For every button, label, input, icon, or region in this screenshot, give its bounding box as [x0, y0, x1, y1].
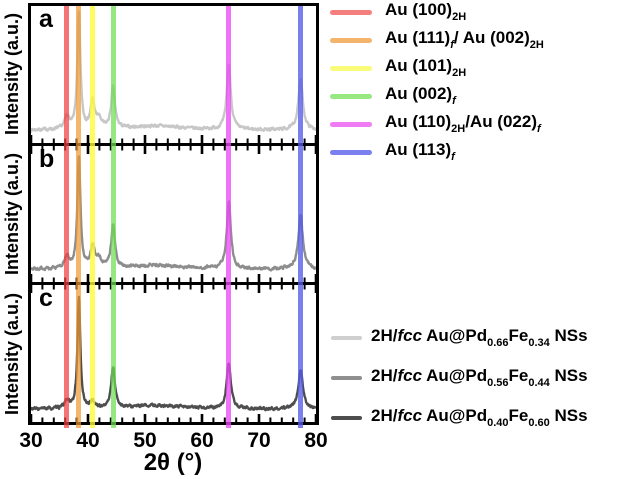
plot-area: a b c: [28, 3, 319, 428]
phase-legend-entry: Au (101)2H: [330, 54, 544, 82]
legend-label: 2H/fcc Au@Pd0.40Fe0.60 NSs: [371, 406, 588, 429]
x-tick-label-40: 40: [76, 429, 100, 452]
phase-legend-entry: Au (113)f: [330, 138, 544, 166]
sample-legend: 2H/fcc Au@Pd0.66Fe0.34 NSs 2H/fcc Au@Pd0.…: [331, 318, 588, 438]
sample-legend-entry: 2H/fcc Au@Pd0.56Fe0.44 NSs: [331, 358, 588, 398]
panel-a-letter: a: [39, 5, 53, 33]
legend-label: Au (110)2H/Au (022)f: [385, 112, 541, 135]
xrd-pattern-line: [31, 155, 316, 272]
panel-b-letter: b: [39, 145, 55, 173]
axis-ticks: [31, 135, 316, 143]
xrd-pattern-line: [31, 295, 316, 412]
x-tick-label-30: 30: [19, 429, 43, 452]
legend-color-swatch: [330, 37, 372, 43]
x-tick-label-50: 50: [133, 429, 157, 452]
reference-band-77.3: [298, 6, 304, 428]
phase-legend-entry: Au (111)f/ Au (002)2H: [330, 26, 544, 54]
legend-label: Au (113)f: [385, 140, 455, 163]
reference-band-64.7: [226, 6, 232, 428]
panel-a: a: [31, 6, 316, 143]
y-axis-label-panel-c: Intensity (a.u.): [2, 293, 22, 416]
sample-legend-entry: 2H/fcc Au@Pd0.40Fe0.60 NSs: [331, 398, 588, 438]
legend-color-swatch: [330, 9, 372, 15]
reference-band-38.4: [76, 6, 82, 428]
panel-c: c: [31, 285, 316, 422]
reference-band-40.8: [90, 6, 96, 428]
legend-color-swatch: [331, 376, 362, 380]
phase-legend-entry: Au (110)2H/Au (022)f: [330, 110, 544, 138]
xrd-trace-panel-a: [31, 10, 316, 143]
panel-c-letter: c: [39, 284, 53, 312]
x-tick-label-80: 80: [304, 429, 328, 452]
y-axis-label-panel-b: Intensity (a.u.): [2, 153, 22, 276]
legend-label: Au (101)2H: [385, 56, 467, 79]
phase-legend: Au (100)2H Au (111)f/ Au (002)2H Au (101)2…: [330, 0, 544, 166]
legend-color-swatch: [330, 93, 372, 99]
sample-legend-entry: 2H/fcc Au@Pd0.66Fe0.34 NSs: [331, 318, 588, 358]
legend-label: Au (111)f/ Au (002)2H: [385, 28, 544, 51]
x-tick-label-60: 60: [190, 429, 214, 452]
x-axis-label: 2θ (°): [143, 449, 203, 476]
axis-ticks: [31, 146, 316, 282]
panel-divider: [31, 282, 316, 285]
legend-color-swatch: [331, 336, 362, 340]
xrd-trace-panel-b: [31, 146, 316, 282]
panel-b: b: [31, 146, 316, 282]
legend-label: Au (100)2H: [385, 0, 467, 23]
y-axis-label-panel-a: Intensity (a.u.): [2, 13, 22, 136]
reference-band-36.3: [64, 6, 70, 428]
legend-label: 2H/fcc Au@Pd0.66Fe0.34 NSs: [371, 326, 588, 349]
reference-band-44.4: [110, 6, 116, 428]
legend-color-swatch: [330, 65, 372, 71]
phase-legend-entry: Au (002)f: [330, 82, 544, 110]
xrd-pattern-line: [31, 10, 316, 133]
legend-color-swatch: [330, 149, 372, 155]
xrd-trace-panel-c: [31, 285, 316, 422]
panel-divider: [31, 143, 316, 146]
phase-legend-entry: Au (100)2H: [330, 0, 544, 26]
legend-label: 2H/fcc Au@Pd0.56Fe0.44 NSs: [371, 366, 588, 389]
legend-color-swatch: [331, 416, 362, 420]
x-tick-label-70: 70: [247, 429, 271, 452]
axis-ticks: [31, 285, 316, 422]
legend-color-swatch: [330, 121, 372, 127]
legend-label: Au (002)f: [385, 84, 456, 107]
